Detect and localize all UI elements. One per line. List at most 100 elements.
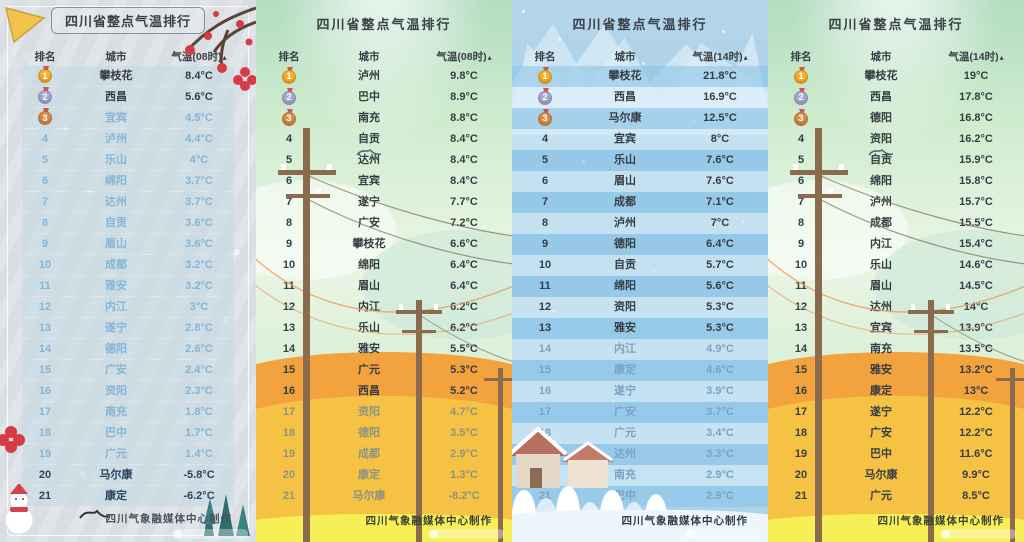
table-row: 18 广安 12.2°C — [768, 423, 1024, 444]
table-row: 6 绵阳 15.8°C — [768, 171, 1024, 192]
sort-ascending-icon: ▴ — [743, 52, 748, 62]
medal-bronze-icon: 3 — [282, 111, 296, 126]
temp-cell: 7.2°C — [450, 217, 478, 229]
city-cell: 绵阳 — [358, 259, 380, 271]
temp-cell: 8.5°C — [962, 490, 990, 502]
city-cell: 广元 — [870, 490, 892, 502]
snow-houses-icon — [512, 426, 614, 488]
rank-cell: 21 — [38, 489, 52, 502]
panel-title-box: 四川省整点气温排行 — [50, 7, 206, 34]
temp-cell: 5.3°C — [706, 301, 734, 313]
rank-cell: 17 — [794, 406, 808, 418]
city-cell: 马尔康 — [352, 490, 386, 502]
temp-cell: 14.5°C — [959, 280, 993, 292]
table-row: 13 雅安 5.3°C — [512, 318, 768, 339]
temp-cell: -5.8°C — [183, 468, 215, 481]
city-cell: 巴中 — [105, 426, 127, 439]
temp-cell: 2.4°C — [185, 363, 213, 376]
rank-cell: 3 — [22, 111, 68, 125]
city-cell: 眉山 — [105, 237, 127, 250]
city-cell: 广元 — [358, 364, 380, 376]
table-row: 9 攀枝花 6.6°C — [256, 234, 512, 255]
table-row: 10 乐山 14.6°C — [768, 255, 1024, 276]
temp-cell: 15.8°C — [959, 175, 993, 187]
rank-cell: 1 — [256, 69, 322, 84]
temp-cell: 3.5°C — [450, 427, 478, 439]
table-row: 8 广安 7.2°C — [256, 213, 512, 234]
temp-cell: 4.9°C — [706, 343, 734, 355]
temp-cell: 15.9°C — [959, 154, 993, 166]
temp-cell: 14°C — [963, 301, 989, 313]
temp-cell: 1.4°C — [185, 447, 213, 460]
city-cell: 南充 — [358, 112, 380, 124]
table-row: 2 西昌 17.8°C — [768, 87, 1024, 108]
table-row: 2 西昌 16.9°C — [512, 87, 768, 108]
weibo-watermark — [684, 529, 760, 539]
city-cell: 达州 — [614, 448, 636, 460]
city-cell: 达州 — [105, 195, 127, 208]
column-rank: 排名 — [278, 50, 300, 63]
table-row: 9 眉山 3.6°C — [22, 234, 234, 254]
medal-gold-icon: 1 — [282, 69, 296, 84]
temp-cell: 21.8°C — [703, 70, 737, 82]
table-row: 16 遂宁 3.9°C — [512, 381, 768, 402]
table-row: 19 广元 1.4°C — [22, 444, 234, 464]
temp-cell: 4.6°C — [706, 364, 734, 376]
city-cell: 遂宁 — [614, 385, 636, 397]
temp-cell: 11.6°C — [959, 448, 993, 460]
credit-text: 四川气象融媒体中心制作 — [105, 513, 232, 525]
rank-cell: 2 — [512, 90, 578, 105]
temp-cell: 3.9°C — [706, 385, 734, 397]
rank-cell: 14 — [538, 343, 552, 355]
snowman-icon — [4, 484, 34, 535]
city-cell: 乐山 — [358, 322, 380, 334]
panel-title: 四川省整点气温排行 — [572, 17, 708, 32]
city-cell: 广安 — [105, 363, 127, 376]
rank-cell: 6 — [285, 175, 293, 187]
rank-cell: 10 — [538, 259, 552, 271]
city-cell: 巴中 — [870, 448, 892, 460]
temp-cell: 3.7°C — [706, 406, 734, 418]
temp-cell: 12.2°C — [959, 427, 993, 439]
rank-cell: 13 — [38, 321, 52, 334]
weibo-watermark — [940, 529, 1016, 539]
temp-cell: 16.9°C — [703, 91, 737, 103]
city-cell: 泸州 — [614, 217, 636, 229]
temp-cell: 6.6°C — [450, 238, 478, 250]
temp-cell: 5.7°C — [706, 259, 734, 271]
temp-cell: -8.2°C — [448, 490, 480, 502]
table-row: 12 达州 14°C — [768, 297, 1024, 318]
temp-cell: 3°C — [189, 300, 209, 313]
column-temp: 气温(08时)▴ — [171, 50, 227, 63]
temp-cell: 8°C — [710, 133, 730, 145]
column-city: 城市 — [614, 50, 636, 63]
table-row: 4 宜宾 8°C — [512, 129, 768, 150]
rank-cell: 13 — [538, 322, 552, 334]
table-row: 16 资阳 2.3°C — [22, 381, 234, 401]
medal-bronze-icon: 3 — [38, 111, 52, 125]
medal-silver-icon: 2 — [538, 90, 552, 105]
temp-cell: 2.9°C — [706, 469, 734, 481]
weibo-watermark — [428, 529, 504, 539]
table-row: 15 广元 5.3°C — [256, 360, 512, 381]
table-row: 3 德阳 16.8°C — [768, 108, 1024, 129]
temp-cell: 3.4°C — [706, 427, 734, 439]
temp-cell: 5.3°C — [706, 322, 734, 334]
table-row: 4 泸州 4.4°C — [22, 129, 234, 149]
city-cell: 遂宁 — [870, 406, 892, 418]
temp-cell: 2.9°C — [706, 490, 734, 502]
table-row: 15 康定 4.6°C — [512, 360, 768, 381]
city-cell: 自贡 — [358, 133, 380, 145]
rank-cell: 10 — [794, 259, 808, 271]
table-row: 5 乐山 7.6°C — [512, 150, 768, 171]
rank-cell: 6 — [797, 175, 805, 187]
table-row: 17 遂宁 12.2°C — [768, 402, 1024, 423]
city-cell: 南充 — [105, 405, 127, 418]
city-cell: 康定 — [870, 385, 892, 397]
table-row: 13 宜宾 13.9°C — [768, 318, 1024, 339]
city-cell: 雅安 — [614, 322, 636, 334]
rank-cell: 12 — [282, 301, 296, 313]
table-row: 16 康定 13°C — [768, 381, 1024, 402]
temp-cell: 5.3°C — [450, 364, 478, 376]
rank-cell: 4 — [285, 133, 293, 145]
